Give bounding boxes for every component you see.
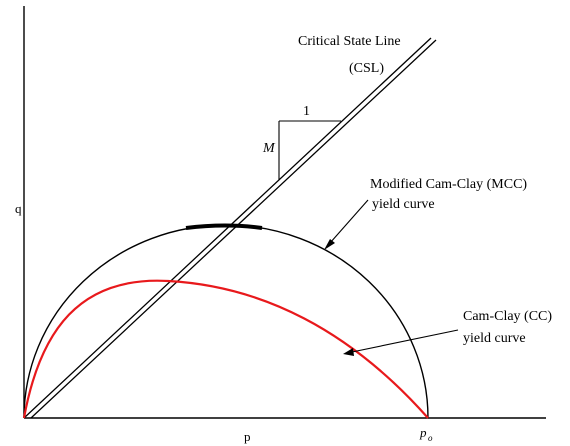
csl-label-line1: Critical State Line bbox=[298, 34, 401, 49]
slope-triangle bbox=[278, 120, 341, 180]
csl-label-line2: (CSL) bbox=[349, 61, 384, 76]
mcc-callout-arrow bbox=[324, 199, 369, 250]
q-axis-label: q bbox=[15, 201, 22, 216]
p0-subscript: o bbox=[428, 433, 433, 443]
p0-main: p bbox=[419, 425, 427, 440]
cc-callout-arrow bbox=[343, 329, 459, 356]
cc-label-line2: yield curve bbox=[463, 331, 526, 346]
slope-rise-label: M bbox=[262, 141, 276, 156]
p-axis-label: p bbox=[244, 429, 251, 444]
critical-state-line bbox=[23, 37, 437, 419]
mcc-curve-peak bbox=[185, 223, 263, 230]
slope-run-label: 1 bbox=[303, 104, 310, 119]
mcc-label-line2: yield curve bbox=[372, 197, 435, 212]
cc-label-line1: Cam-Clay (CC) bbox=[463, 309, 552, 324]
mcc-label-line1: Modified Cam-Clay (MCC) bbox=[370, 177, 527, 192]
p0-label: p o bbox=[419, 425, 433, 443]
mcc-yield-curve bbox=[23, 224, 429, 419]
